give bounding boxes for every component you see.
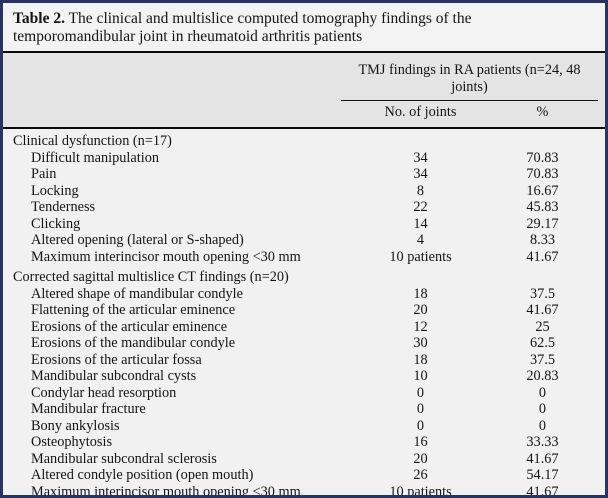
table-row: Altered opening (lateral or S-shaped) 4 8.…	[3, 232, 605, 249]
finding-label: Flattening of the articular eminence	[31, 302, 236, 318]
table-row: Flattening of the articular eminence 20 41…	[3, 302, 605, 319]
table-number: Table 2.	[13, 10, 65, 27]
section-header-label: Clinical dysfunction (n=17)	[13, 133, 172, 149]
table-row: Altered shape of mandibular condyle 18 37.…	[3, 286, 605, 303]
table-title: Table 2. The clinical and multislice com…	[3, 3, 605, 53]
finding-label: Erosions of the mandibular condyle	[31, 335, 236, 351]
finding-label: Maximum interincisor mouth opening <30 m…	[31, 483, 301, 498]
table-title-text: The clinical and multislice computed tom…	[13, 10, 472, 45]
table-body: Clinical dysfunction (n=17) Difficult man…	[3, 129, 605, 498]
percent-value: 0	[538, 401, 547, 417]
joints-value: 0	[416, 401, 425, 417]
finding-label: Pain	[31, 166, 57, 182]
group-column-header: TMJ findings in RA patients (n=24, 48 jo…	[358, 62, 581, 95]
percent-value: 45.83	[526, 199, 559, 215]
section-header-row: Corrected sagittal multislice CT finding…	[3, 269, 605, 286]
joints-value: 14	[413, 215, 428, 232]
percent-value: 41.67	[526, 248, 559, 265]
finding-label: Mandibular subcondral cysts	[31, 368, 197, 384]
percent-value: 70.83	[526, 166, 559, 182]
finding-label: Mandibular subcondral sclerosis	[31, 450, 217, 467]
joints-value: 34	[413, 149, 428, 166]
percent-value: 0	[538, 384, 547, 401]
finding-label: Maximum interincisor mouth opening <30 m…	[31, 248, 301, 265]
finding-label: Difficult manipulation	[31, 149, 159, 166]
section-header-label: Corrected sagittal multislice CT finding…	[13, 269, 289, 285]
joints-value: 12	[413, 318, 428, 335]
table-row: Bony ankylosis 0 0	[3, 418, 605, 435]
table-row: Erosions of the articular eminence 12 25	[3, 319, 605, 336]
finding-label: Altered shape of mandibular condyle	[31, 285, 243, 302]
sub-column-headers: No. of joints %	[3, 104, 605, 121]
table-row: Locking 8 16.67	[3, 183, 605, 200]
column-header-percent: %	[536, 104, 549, 120]
percent-value: 0	[538, 417, 547, 434]
percent-value: 41.67	[526, 483, 559, 498]
joints-value: 30	[413, 335, 428, 351]
table-row: Mandibular subcondral sclerosis 20 41.67	[3, 451, 605, 468]
percent-value: 25	[535, 318, 550, 335]
percent-value: 41.67	[526, 302, 559, 318]
table-row: Pain 34 70.83	[3, 166, 605, 183]
joints-value: 34	[413, 166, 428, 182]
table-row: Difficult manipulation 34 70.83	[3, 150, 605, 167]
table-row: Clicking 14 29.17	[3, 216, 605, 233]
finding-label: Erosions of the articular eminence	[31, 318, 228, 335]
section-header-row: Clinical dysfunction (n=17)	[3, 133, 605, 150]
percent-value: 8.33	[529, 232, 556, 248]
spacer-cell	[3, 104, 343, 121]
finding-label: Altered condyle position (open mouth)	[31, 467, 254, 483]
joints-value: 0	[416, 417, 425, 434]
finding-label: Locking	[31, 182, 79, 199]
table-row: Erosions of the articular fossa 18 37.5	[3, 352, 605, 369]
joints-value: 26	[413, 467, 428, 483]
table-row: Tenderness 22 45.83	[3, 199, 605, 216]
percent-value: 29.17	[526, 215, 559, 232]
table-row: Maximum interincisor mouth opening <30 m…	[3, 483, 605, 498]
percent-value: 37.5	[529, 285, 556, 302]
percent-value: 33.33	[526, 434, 559, 450]
table-row: Osteophytosis 16 33.33	[3, 434, 605, 451]
finding-label: Erosions of the articular fossa	[31, 351, 202, 368]
joints-value: 16	[413, 434, 428, 450]
finding-label: Condylar head resorption	[31, 384, 177, 401]
finding-label: Altered opening (lateral or S-shaped)	[31, 232, 244, 248]
percent-value: 41.67	[526, 450, 559, 467]
joints-value: 10 patients	[389, 483, 452, 498]
joints-value: 18	[413, 285, 428, 302]
finding-label: Tenderness	[31, 199, 96, 215]
column-header-joints: No. of joints	[384, 104, 457, 120]
table-header: TMJ findings in RA patients (n=24, 48 jo…	[3, 53, 605, 129]
percent-value: 37.5	[529, 351, 556, 368]
table-row: Altered condyle position (open mouth) 26 5…	[3, 467, 605, 484]
finding-label: Osteophytosis	[31, 434, 113, 450]
percent-value: 62.5	[529, 335, 556, 351]
group-header-rule	[341, 100, 598, 101]
joints-value: 8	[416, 182, 425, 199]
percent-value: 16.67	[526, 182, 559, 199]
table-row: Condylar head resorption 0 0	[3, 385, 605, 402]
joints-value: 10	[413, 368, 428, 384]
table-row: Mandibular fracture 0 0	[3, 401, 605, 418]
finding-label: Clicking	[31, 215, 81, 232]
joints-value: 0	[416, 384, 425, 401]
joints-value: 20	[413, 450, 428, 467]
finding-label: Mandibular fracture	[31, 401, 146, 417]
joints-value: 18	[413, 351, 428, 368]
percent-value: 70.83	[526, 149, 559, 166]
table-row: Mandibular subcondral cysts 10 20.83	[3, 368, 605, 385]
percent-value: 20.83	[526, 368, 559, 384]
percent-value: 54.17	[526, 467, 559, 483]
table-row: Erosions of the mandibular condyle 30 62.5	[3, 335, 605, 352]
joints-value: 20	[413, 302, 428, 318]
joints-value: 4	[416, 232, 425, 248]
table-row: Maximum interincisor mouth opening <30 m…	[3, 249, 605, 266]
joints-value: 10 patients	[389, 248, 452, 265]
joints-value: 22	[413, 199, 428, 215]
finding-label: Bony ankylosis	[31, 417, 120, 434]
